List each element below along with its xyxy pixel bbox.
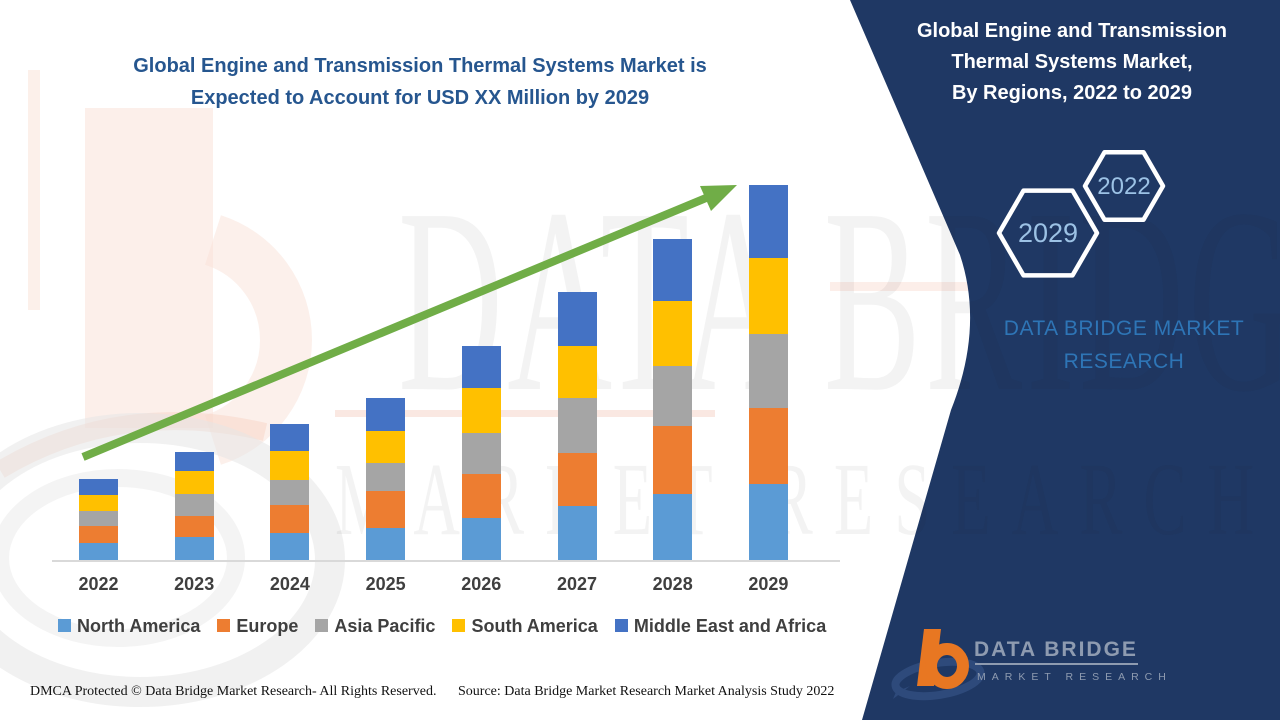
source-note: Source: Data Bridge Market Research Mark…	[458, 684, 835, 699]
x-axis-label-2029: 2029	[748, 574, 789, 594]
legend-label-middle-east-and-africa: Middle East and Africa	[633, 616, 827, 636]
legend-swatch-europe	[217, 619, 231, 632]
bar-segment-asia-pacific-2024	[270, 480, 310, 505]
x-axis-line	[52, 560, 840, 562]
bar-segment-north-america-2029	[748, 484, 788, 560]
panel-brand-line2: RESEARCH	[1063, 350, 1185, 373]
legend-swatch-asia-pacific	[315, 619, 329, 632]
x-axis-label-2027: 2027	[556, 574, 598, 594]
bar-segment-asia-pacific-2025	[366, 463, 406, 491]
bar-segment-europe-2024	[270, 505, 310, 533]
bar-segment-asia-pacific-2027	[557, 398, 597, 453]
x-axis-label-2026: 2026	[461, 574, 502, 594]
bar-segment-asia-pacific-2022	[79, 511, 118, 526]
bar-segment-south-america-2027	[557, 346, 597, 398]
hexagon-2022	[1082, 149, 1166, 223]
hexagon-2029-label: 2029	[1018, 218, 1078, 248]
legend-label-north-america: North America	[77, 616, 201, 636]
bar-segment-north-america-2024	[270, 533, 310, 560]
bar-segment-europe-2026	[461, 474, 501, 518]
hexagon-2022-label: 2022	[1097, 173, 1150, 200]
bar-segment-north-america-2025	[366, 528, 406, 560]
chart-headline-line1: Global Engine and Transmission Thermal S…	[133, 55, 707, 77]
chart-headline: Global Engine and Transmission Thermal S…	[70, 50, 770, 114]
bar-segment-north-america-2023	[174, 537, 214, 560]
bar-segment-middle-east-and-africa-2024	[270, 424, 310, 451]
bar-segment-south-america-2029	[748, 258, 788, 334]
bar-segment-europe-2023	[174, 516, 214, 537]
x-axis-label-2025: 2025	[365, 574, 406, 594]
bar-segment-europe-2022	[79, 526, 118, 543]
bar-segment-middle-east-and-africa-2025	[366, 398, 406, 431]
panel-brand-text: DATA BRIDGE MARKET RESEARCH	[968, 312, 1280, 378]
bar-segment-north-america-2022	[79, 543, 118, 560]
bar-segment-middle-east-and-africa-2029	[748, 185, 788, 258]
bar-segment-middle-east-and-africa-2026	[461, 346, 501, 388]
bar-segment-south-america-2025	[366, 431, 406, 463]
databridge-logo-rule	[975, 663, 1138, 665]
x-axis-label-2024: 2024	[269, 574, 310, 594]
bar-segment-north-america-2028	[653, 494, 693, 560]
bar-segment-north-america-2027	[557, 506, 597, 560]
legend-label-europe: Europe	[236, 616, 299, 636]
panel-title-line1: Global Engine and Transmission	[916, 20, 1228, 42]
legend-swatch-north-america	[58, 619, 71, 632]
bar-segment-europe-2029	[748, 408, 788, 484]
bar-segment-south-america-2028	[653, 301, 693, 366]
bar-segment-europe-2025	[366, 491, 406, 528]
bar-segment-middle-east-and-africa-2022	[79, 479, 118, 495]
bar-segment-asia-pacific-2023	[174, 494, 214, 516]
legend-item-middle-east-and-africa: Middle East and Africa	[614, 616, 827, 637]
chart-headline-line2: Expected to Account for USD XX Million b…	[190, 87, 650, 109]
legend-swatch-south-america	[452, 619, 466, 632]
chart-legend: North America Europe Asia Pacific South Ame…	[58, 616, 826, 637]
bar-segment-south-america-2026	[461, 388, 501, 433]
bar-segment-middle-east-and-africa-2028	[653, 239, 693, 301]
x-axis-label-2028: 2028	[652, 574, 693, 594]
bar-segment-south-america-2023	[174, 471, 214, 494]
bar-segment-asia-pacific-2029	[748, 334, 788, 408]
bar-segment-europe-2028	[653, 426, 693, 494]
bar-segment-middle-east-and-africa-2023	[174, 452, 214, 471]
panel-title: Global Engine and Transmission Thermal S…	[872, 16, 1272, 109]
x-axis-label-2023: 2023	[174, 574, 215, 594]
bar-segment-south-america-2024	[270, 451, 310, 480]
panel-brand-line1: DATA BRIDGE MARKET	[1003, 317, 1245, 340]
legend-item-south-america: South America	[452, 616, 598, 637]
dmca-notice: DMCA Protected © Data Bridge Market Rese…	[30, 684, 437, 699]
databridge-logo-subtitle: MARKET RESEARCH	[977, 671, 1172, 683]
legend-label-south-america: South America	[471, 616, 598, 636]
x-axis-label-2022: 2022	[78, 574, 119, 594]
legend-item-north-america: North America	[58, 616, 200, 637]
legend-item-europe: Europe	[217, 616, 298, 637]
panel-title-line2: Thermal Systems Market,	[951, 51, 1193, 73]
hexagon-2029	[996, 188, 1100, 278]
databridge-logo-name: DATA BRIDGE	[974, 638, 1138, 661]
bar-segment-asia-pacific-2026	[461, 433, 501, 474]
legend-swatch-middle-east-and-africa	[614, 619, 628, 632]
panel-title-line3: By Regions, 2022 to 2029	[951, 82, 1193, 104]
legend-label-asia-pacific: Asia Pacific	[334, 616, 436, 636]
bar-segment-north-america-2026	[461, 518, 501, 560]
bar-segment-asia-pacific-2028	[653, 366, 693, 426]
bar-segment-south-america-2022	[79, 495, 118, 511]
bar-segment-middle-east-and-africa-2027	[557, 292, 597, 346]
legend-item-asia-pacific: Asia Pacific	[315, 616, 435, 637]
bar-segment-europe-2027	[557, 453, 597, 506]
